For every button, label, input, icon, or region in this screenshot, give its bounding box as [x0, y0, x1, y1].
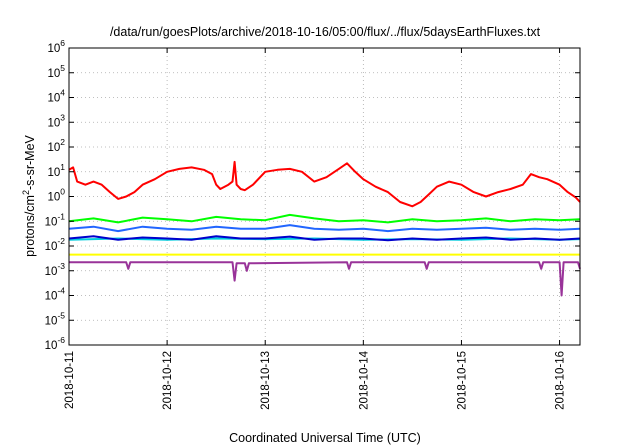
y-tick-label: 10-5	[45, 310, 66, 327]
x-tick-label: 2018-10-15	[456, 351, 468, 410]
y-tick-label: 103	[47, 112, 65, 129]
x-tick-label: 2018-10-14	[358, 350, 370, 409]
y-axis-label-unit: -s-sr-MeV	[23, 134, 37, 190]
x-axis-label: Coordinated Universal Time (UTC)	[229, 431, 421, 445]
series-line-2	[68, 213, 581, 224]
y-tick-label: 105	[47, 63, 65, 80]
y-tick-exponent: 1	[60, 162, 65, 172]
y-tick-exponent: 3	[60, 112, 65, 122]
plot-area	[68, 160, 581, 297]
grid	[69, 48, 580, 345]
y-tick-base: 10	[47, 192, 60, 204]
y-tick-base: 10	[47, 142, 60, 154]
y-tick-label: 102	[47, 137, 65, 154]
y-tick-base: 10	[47, 43, 60, 55]
y-axis: 10-610-510-410-310-210-11001011021031041…	[45, 38, 580, 352]
y-tick-base: 10	[45, 266, 58, 278]
x-tick-label: 2018-10-13	[260, 351, 272, 410]
x-axis: 2018-10-11 2018-10-12 2018-10-13 2018-10-14…	[64, 48, 567, 410]
y-tick-label: 10-1	[45, 211, 66, 228]
series-line-1	[68, 160, 581, 208]
y-axis-label: protons/cm2-s-sr-MeV	[21, 134, 37, 256]
chart-title: /data/run/goesPlots/archive/2018-10-16/0…	[110, 25, 541, 39]
series-line-7	[69, 261, 581, 297]
y-tick-base: 10	[47, 68, 60, 80]
y-tick-exponent: 6	[60, 38, 65, 48]
y-axis-label-exponent: 2	[21, 190, 31, 195]
y-tick-label: 10-2	[45, 236, 66, 253]
series-line-5	[68, 235, 581, 242]
y-tick-label: 104	[47, 88, 65, 105]
y-tick-exponent: -2	[57, 236, 65, 246]
y-tick-exponent: -1	[57, 211, 65, 221]
y-tick-label: 100	[47, 187, 65, 204]
y-tick-label: 10-4	[45, 286, 66, 303]
x-tick-label: 2018-10-16	[555, 351, 567, 410]
y-axis-label-main: protons/cm	[23, 195, 37, 257]
y-tick-exponent: -3	[57, 261, 65, 271]
y-tick-exponent: -4	[57, 286, 65, 296]
series-line-3	[68, 224, 581, 233]
y-tick-label: 10-3	[45, 261, 66, 278]
y-tick-exponent: 4	[60, 88, 65, 98]
y-tick-label: 10-6	[45, 335, 66, 352]
y-tick-exponent: 2	[60, 137, 65, 147]
y-tick-base: 10	[47, 167, 60, 179]
y-tick-exponent: 0	[60, 187, 65, 197]
y-tick-base: 10	[45, 241, 58, 253]
y-tick-base: 10	[47, 93, 60, 105]
y-tick-base: 10	[45, 291, 58, 303]
y-tick-label: 101	[47, 162, 65, 179]
x-tick-label: 2018-10-12	[162, 351, 174, 410]
y-tick-base: 10	[47, 117, 60, 129]
y-tick-base: 10	[45, 216, 58, 228]
y-tick-exponent: 5	[60, 63, 65, 73]
y-tick-exponent: -6	[57, 335, 65, 345]
y-tick-exponent: -5	[57, 310, 65, 320]
y-tick-label: 106	[47, 38, 65, 55]
y-tick-base: 10	[45, 340, 58, 352]
y-tick-base: 10	[45, 315, 58, 327]
x-tick-label: 2018-10-11	[64, 351, 76, 409]
